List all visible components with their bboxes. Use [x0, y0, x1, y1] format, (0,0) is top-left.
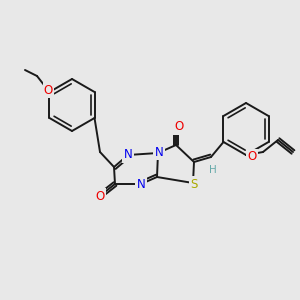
Text: S: S: [190, 178, 198, 190]
Text: N: N: [136, 178, 146, 190]
Text: O: O: [174, 121, 184, 134]
Text: H: H: [209, 165, 217, 175]
Text: N: N: [124, 148, 132, 161]
Text: O: O: [95, 190, 105, 202]
Text: N: N: [154, 146, 164, 158]
Text: O: O: [44, 83, 53, 97]
Text: O: O: [248, 151, 256, 164]
